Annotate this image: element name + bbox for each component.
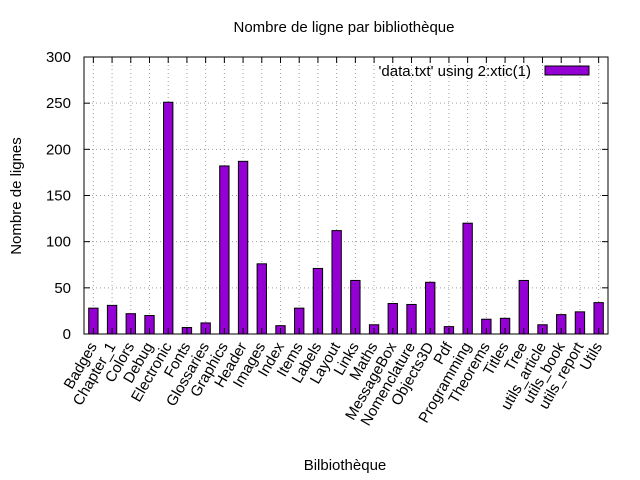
y-tick-label: 100: [46, 234, 71, 251]
bar: [256, 263, 267, 335]
y-tick-label: 50: [54, 280, 71, 297]
y-tick-label: 150: [46, 188, 71, 205]
plot-frame: [83, 56, 609, 335]
y-tick-label: 250: [46, 95, 71, 112]
legend-label: 'data.txt' using 2:xtic(1): [379, 63, 531, 80]
y-tick-label: 300: [46, 49, 71, 66]
y-axis: 0 50 100 150 200 250 300: [46, 49, 608, 343]
bar: [331, 230, 342, 335]
bar: [219, 165, 230, 335]
grid: [84, 57, 608, 334]
bars: [88, 101, 604, 335]
y-tick-label: 0: [63, 326, 71, 343]
bar: [237, 160, 249, 335]
x-axis-label: Bilbiothèque: [304, 457, 387, 474]
chart-title: Nombre de ligne par bibliothèque: [234, 19, 455, 36]
bar: [518, 279, 529, 335]
legend-swatch: [544, 65, 590, 76]
bar: [312, 267, 324, 335]
y-axis-label: Nombre de lignes: [8, 137, 25, 255]
bar: [163, 101, 174, 335]
bar: [350, 279, 361, 335]
y-tick-label: 200: [46, 141, 71, 158]
bar: [462, 222, 473, 335]
legend: 'data.txt' using 2:xtic(1): [379, 63, 590, 80]
bar: [425, 281, 436, 335]
